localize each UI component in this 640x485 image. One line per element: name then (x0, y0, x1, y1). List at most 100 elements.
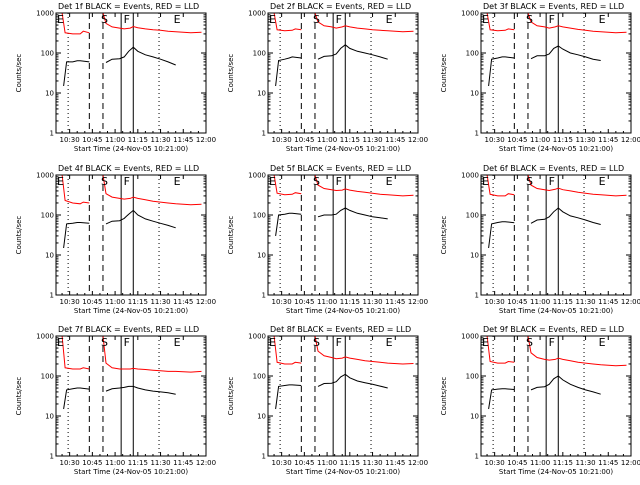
panel-7-xtick-label-2: 10:45 (82, 459, 102, 467)
panel-8-ylabel: Counts/sec (227, 377, 235, 416)
panel-7-ytick-label-1: 1 (50, 453, 54, 461)
panel-4-ytick-label-1: 1 (50, 292, 54, 300)
panel-8-marker-2: S (313, 336, 320, 349)
panel-9: Det 9f BLACK = Events, RED = LLD E S F E 10:3… (440, 325, 640, 476)
panel-1-xtick-label-5: 11:30 (150, 136, 170, 144)
panel-3-title: Det 3f BLACK = Events, RED = LLD (483, 2, 624, 11)
panel-2-marker-2: S (313, 13, 320, 26)
panel-7-series-events (63, 385, 176, 410)
panel-8-ytick-label-1: 1 (262, 453, 266, 461)
panel-1-ytick-label-4: 1000 (36, 10, 54, 18)
panel-3-xtick-label-3: 11:00 (530, 136, 550, 144)
panel-9-marker-1: E (482, 336, 489, 349)
panel-3-ytick-label-4: 1000 (461, 10, 479, 18)
panel-8: Det 8f BLACK = Events, RED = LLD E S F E 10:3… (227, 325, 428, 476)
panel-8-xtick-label-1: 10:30 (272, 459, 292, 467)
panel-1-ytick-label-3: 100 (41, 50, 54, 58)
panel-3-xlabel: Start Time (24-Nov-05 10:21:00) (499, 145, 613, 153)
panel-6-xtick-label-1: 10:30 (485, 298, 505, 306)
panel-3-marker-1: E (482, 13, 489, 26)
panel-7-series-lld (61, 335, 202, 373)
panel-8-xtick-label-5: 11:30 (362, 459, 382, 467)
panel-5-xtick-label-6: 11:45 (385, 298, 405, 306)
panel-9-marker-3: F (549, 336, 555, 349)
panel-8-xtick-label-4: 11:15 (340, 459, 360, 467)
panel-5-ylabel: Counts/sec (227, 216, 235, 255)
panel-3-marker-2: S (526, 13, 533, 26)
panel-6-marker-4: E (599, 175, 606, 188)
panel-1-xlabel: Start Time (24-Nov-05 10:21:00) (74, 145, 188, 153)
panel-6-xtick-label-3: 11:00 (530, 298, 550, 306)
panel-5-ytick-label-2: 10 (257, 252, 266, 260)
panel-7-marker-1: E (57, 336, 64, 349)
panel-2-xtick-label-1: 10:30 (272, 136, 292, 144)
panel-3-xtick-label-4: 11:15 (553, 136, 573, 144)
panel-1-xtick-label-6: 11:45 (173, 136, 193, 144)
panel-5-marker-4: E (386, 175, 393, 188)
panel-4-marker-1: E (57, 175, 64, 188)
panel-7-ylabel: Counts/sec (15, 377, 23, 416)
panel-6-ytick-label-1: 1 (475, 292, 479, 300)
panel-3-xtick-label-1: 10:30 (485, 136, 505, 144)
panel-1: Det 1f BLACK = Events, RED = LLD E S F E 10:3… (15, 2, 216, 153)
panel-2-series-lld (273, 12, 414, 33)
panel-9-ytick-label-4: 1000 (461, 333, 479, 341)
panel-9-frame (480, 335, 632, 457)
panel-2-ytick-label-1: 1 (262, 130, 266, 138)
panel-4-xtick-label-4: 11:15 (128, 298, 148, 306)
panel-3-ytick-label-1: 1 (475, 130, 479, 138)
panel-7-marker-3: F (124, 336, 130, 349)
panel-6-ylabel: Counts/sec (440, 216, 448, 255)
panel-8-xtick-label-6: 11:45 (385, 459, 405, 467)
panel-6-xtick-label-5: 11:30 (575, 298, 595, 306)
panel-7-ytick-label-3: 100 (41, 373, 54, 381)
panel-9-ylabel: Counts/sec (440, 377, 448, 416)
panel-7-ytick-label-2: 10 (45, 413, 54, 421)
panel-8-xlabel: Start Time (24-Nov-05 10:21:00) (286, 468, 400, 476)
panel-5-xlabel: Start Time (24-Nov-05 10:21:00) (286, 307, 400, 315)
panel-7-xtick-label-4: 11:15 (128, 459, 148, 467)
panel-9-title: Det 9f BLACK = Events, RED = LLD (483, 325, 624, 334)
panel-6: Det 6f BLACK = Events, RED = LLD E S F E 10:3… (440, 164, 640, 315)
panel-8-series-events (275, 373, 388, 410)
panel-7-marker-4: E (174, 336, 181, 349)
panel-5: Det 5f BLACK = Events, RED = LLD E S F E 10:3… (227, 164, 428, 315)
panel-9-series-events (488, 375, 601, 410)
panel-1-marker-1: E (57, 13, 64, 26)
panel-4-marker-4: E (174, 175, 181, 188)
panel-8-frame (267, 335, 419, 457)
panel-9-xtick-label-6: 11:45 (598, 459, 618, 467)
panel-3-marker-4: E (599, 13, 606, 26)
panel-4-xtick-label-1: 10:30 (60, 298, 80, 306)
panel-6-ytick-label-4: 1000 (461, 172, 479, 180)
panel-1-xtick-label-2: 10:45 (82, 136, 102, 144)
panel-1-marker-3: F (124, 13, 130, 26)
panel-5-ytick-label-1: 1 (262, 292, 266, 300)
panel-2-xtick-label-6: 11:45 (385, 136, 405, 144)
panel-4-ytick-label-3: 100 (41, 212, 54, 220)
panel-7-ytick-label-4: 1000 (36, 333, 54, 341)
panel-2-xtick-label-4: 11:15 (340, 136, 360, 144)
panel-4-marker-3: F (124, 175, 130, 188)
panel-8-marker-1: E (269, 336, 276, 349)
panel-4: Det 4f BLACK = Events, RED = LLD E S F E 10:3… (15, 164, 216, 315)
panel-2-series-events (275, 44, 388, 87)
panel-4-xtick-label-2: 10:45 (82, 298, 102, 306)
panel-1-ytick-label-2: 10 (45, 90, 54, 98)
panel-2-xtick-label-3: 11:00 (317, 136, 337, 144)
panel-5-title: Det 5f BLACK = Events, RED = LLD (270, 164, 411, 173)
panel-3-xtick-label-6: 11:45 (598, 136, 618, 144)
panel-4-ylabel: Counts/sec (15, 216, 23, 255)
panel-8-ytick-label-2: 10 (257, 413, 266, 421)
panel-5-xtick-label-5: 11:30 (362, 298, 382, 306)
panel-7-xtick-label-7: 12:00 (196, 459, 216, 467)
panel-4-xtick-label-7: 12:00 (196, 298, 216, 306)
panel-3-ytick-label-2: 10 (470, 90, 479, 98)
panel-6-ytick-label-3: 100 (466, 212, 479, 220)
panel-4-ytick-label-2: 10 (45, 252, 54, 260)
panel-5-marker-2: S (313, 175, 320, 188)
panel-9-xtick-label-3: 11:00 (530, 459, 550, 467)
panel-3-ytick-label-3: 100 (466, 50, 479, 58)
panel-9-xtick-label-2: 10:45 (507, 459, 527, 467)
